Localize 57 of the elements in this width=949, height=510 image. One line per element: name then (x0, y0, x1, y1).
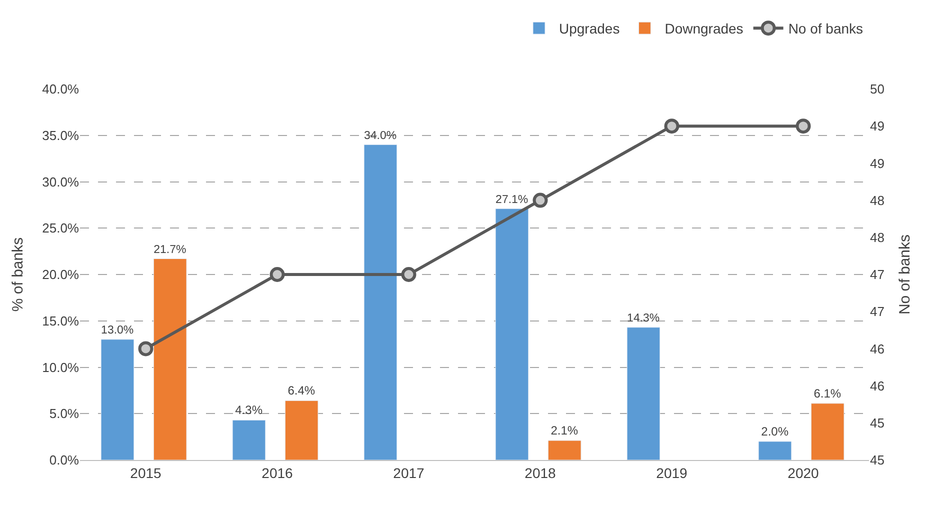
point (401, 267, 416, 282)
y-tick-label: 30.0% (42, 174, 80, 190)
data-label: 14.3% (627, 312, 660, 324)
legend-label: Downgrades (664, 20, 744, 37)
y-tick-label: 15.0% (42, 313, 80, 328)
data-label: 6.1% (814, 386, 842, 400)
y2-tick-label: 50 (870, 82, 884, 97)
bar (495, 208, 529, 460)
data-label: 6.4% (288, 384, 316, 398)
data-label: 2.0% (761, 424, 789, 438)
y-tick-label: 10.0% (42, 360, 80, 375)
y-tick-label: 40.0% (42, 82, 80, 97)
bar (626, 327, 660, 460)
data-label: 2.1% (550, 424, 578, 438)
y2-tick-label: 47 (870, 304, 884, 320)
y-tick-label: 5.0% (49, 406, 80, 422)
y2-tick-label: 46 (870, 378, 884, 394)
y-tick-label: 25.0% (42, 220, 80, 236)
y-axis-title: % of banks (9, 237, 26, 312)
y2-tick-label: 48 (870, 230, 884, 245)
y2-tick-label: 45 (870, 452, 884, 468)
point (532, 192, 548, 208)
point (270, 267, 285, 282)
bar (153, 258, 187, 460)
y2-tick-label: 45 (870, 415, 884, 430)
bar (810, 403, 844, 460)
y2-tick-label: 46 (870, 341, 884, 356)
bar (758, 441, 792, 460)
data-label: 34.0% (364, 130, 397, 142)
y2-tick-label: 49 (870, 156, 884, 171)
bar (100, 339, 134, 460)
data-label: 13.0% (101, 324, 134, 337)
data-label: 21.7% (154, 244, 186, 256)
x-tick-label: 2015 (130, 464, 162, 481)
bar (232, 420, 266, 460)
legend-label: Upgrades (559, 20, 620, 37)
y2-axis-title: No of banks (896, 234, 914, 315)
x-tick-label: 2017 (393, 464, 425, 481)
x-tick-label: 2016 (262, 464, 294, 481)
bar (364, 144, 398, 460)
data-label: 4.3% (235, 403, 263, 418)
y2-tick-label: 47 (870, 267, 884, 282)
x-tick-label: 2018 (524, 464, 556, 481)
y2-tick-label: 48 (870, 192, 884, 208)
point (138, 341, 154, 356)
point (796, 118, 811, 134)
bar (548, 440, 582, 460)
x-tick-label: 2019 (656, 464, 688, 481)
y2-tick-label: 49 (870, 118, 884, 134)
point (664, 118, 680, 134)
y-tick-label: 20.0% (42, 267, 80, 282)
bar (284, 400, 318, 460)
y-tick-label: 0.0% (49, 452, 80, 468)
legend-label: No of banks (788, 20, 864, 37)
data-label: 27.1% (496, 194, 528, 206)
x-tick-label: 2020 (788, 464, 820, 481)
y-tick-label: 35.0% (42, 128, 80, 143)
